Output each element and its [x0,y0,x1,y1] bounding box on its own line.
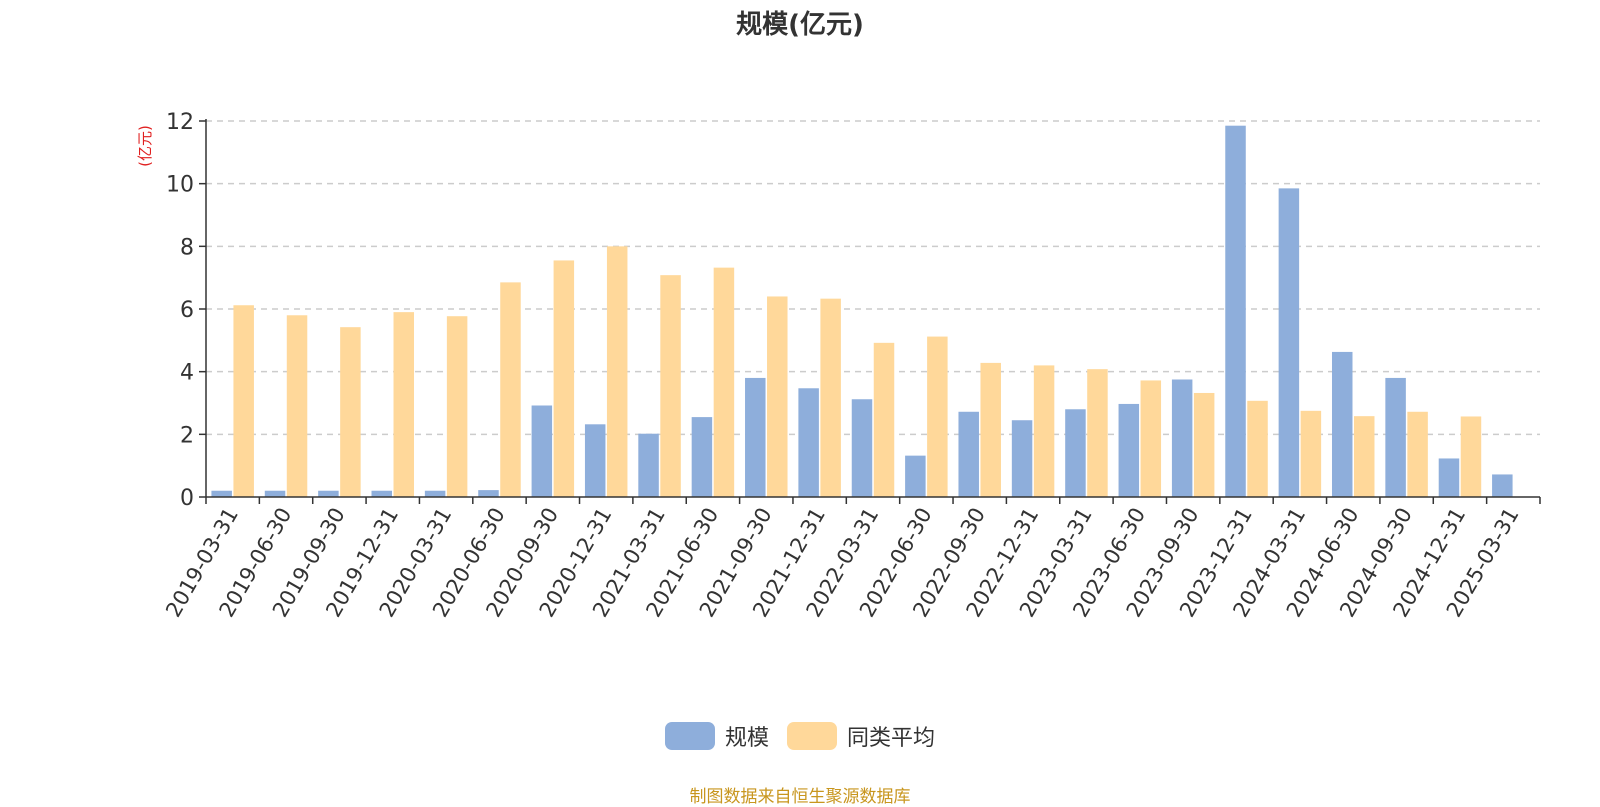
bar-scale-2019-12-31 [371,490,393,497]
y-tick-label: 0 [180,486,194,511]
bar-scale-2020-03-31 [424,490,446,497]
y-tick-label: 10 [166,173,194,198]
bar-scale-2021-06-30 [691,417,713,497]
bar-scale-2019-03-31 [211,490,232,497]
bar-peer-average-2024-03-31 [1300,410,1322,497]
legend-swatch-scale [664,722,715,750]
bar-scale-2024-03-31 [1278,188,1300,497]
legend-label-scale: 规模 [724,726,769,751]
bar-scale-2023-12-31 [1225,125,1246,497]
y-axis-label: (亿元) [136,125,154,167]
legend-item-peer-average[interactable]: 同类平均 [787,720,935,752]
bar-scale-2024-09-30 [1385,377,1406,497]
legend-item-scale[interactable]: 规模 [664,720,769,752]
bar-scale-2021-12-31 [798,388,819,497]
bar-scale-2020-12-31 [584,424,606,497]
y-tick-label: 12 [166,110,194,135]
legend: 规模 同类平均 [0,720,1600,752]
bar-scale-2022-06-30 [905,455,926,497]
bar-scale-2021-09-30 [745,377,766,497]
bar-scale-2025-03-31 [1492,474,1513,497]
bar-scale-2022-12-31 [1011,420,1033,497]
bar-peer-average-2024-06-30 [1353,416,1375,497]
bar-peer-average-2020-06-30 [500,282,521,497]
bar-peer-average-2022-12-31 [1033,365,1055,497]
legend-swatch-peer-average [787,722,837,750]
bar-peer-average-2019-06-30 [286,315,308,497]
bar-scale-2020-06-30 [478,490,499,497]
bar-scale-2022-03-31 [851,399,873,497]
bar-scale-2022-09-30 [958,411,979,497]
bar-scale-2023-06-30 [1118,403,1140,497]
y-tick-label: 4 [180,361,194,386]
bar-peer-average-2023-12-31 [1247,400,1268,497]
bar-scale-2020-09-30 [531,405,553,497]
bar-peer-average-2022-09-30 [980,362,1001,497]
y-tick-label: 2 [180,423,194,448]
bar-peer-average-2023-09-30 [1193,392,1215,497]
bar-peer-average-2022-03-31 [873,342,895,497]
bar-scale-2021-03-31 [638,433,659,497]
bar-scale-2019-09-30 [318,490,339,497]
chart-title: 规模(亿元) [736,10,864,40]
data-source-note: 制图数据来自恒生聚源数据库 [689,787,911,807]
bar-scale-2019-06-30 [264,490,286,497]
bar-peer-average-2021-09-30 [767,296,788,497]
bar-scale-2024-12-31 [1438,458,1460,497]
bar-peer-average-2020-12-31 [606,246,628,497]
bar-peer-average-2022-06-30 [927,336,948,497]
bar-peer-average-2021-06-30 [713,267,735,497]
legend-label-peer-average: 同类平均 [847,726,936,751]
bar-peer-average-2019-12-31 [393,312,415,497]
bar-scale-2023-09-30 [1171,379,1193,497]
bar-peer-average-2020-09-30 [553,260,575,497]
y-tick-label: 6 [180,298,194,323]
bar-peer-average-2019-09-30 [340,327,361,497]
bar-peer-average-2024-09-30 [1407,411,1428,497]
bar-peer-average-2023-06-30 [1140,380,1162,497]
bar-peer-average-2020-03-31 [446,316,468,497]
bar-scale-2023-03-31 [1065,409,1086,497]
bar-scale-2024-06-30 [1331,351,1353,497]
bar-peer-average-2019-03-31 [233,305,254,497]
bar-peer-average-2021-12-31 [820,298,841,497]
bar-peer-average-2021-03-31 [660,275,681,497]
bar-peer-average-2023-03-31 [1087,369,1108,497]
bar-peer-average-2024-12-31 [1460,416,1482,497]
y-tick-label: 8 [180,235,194,260]
